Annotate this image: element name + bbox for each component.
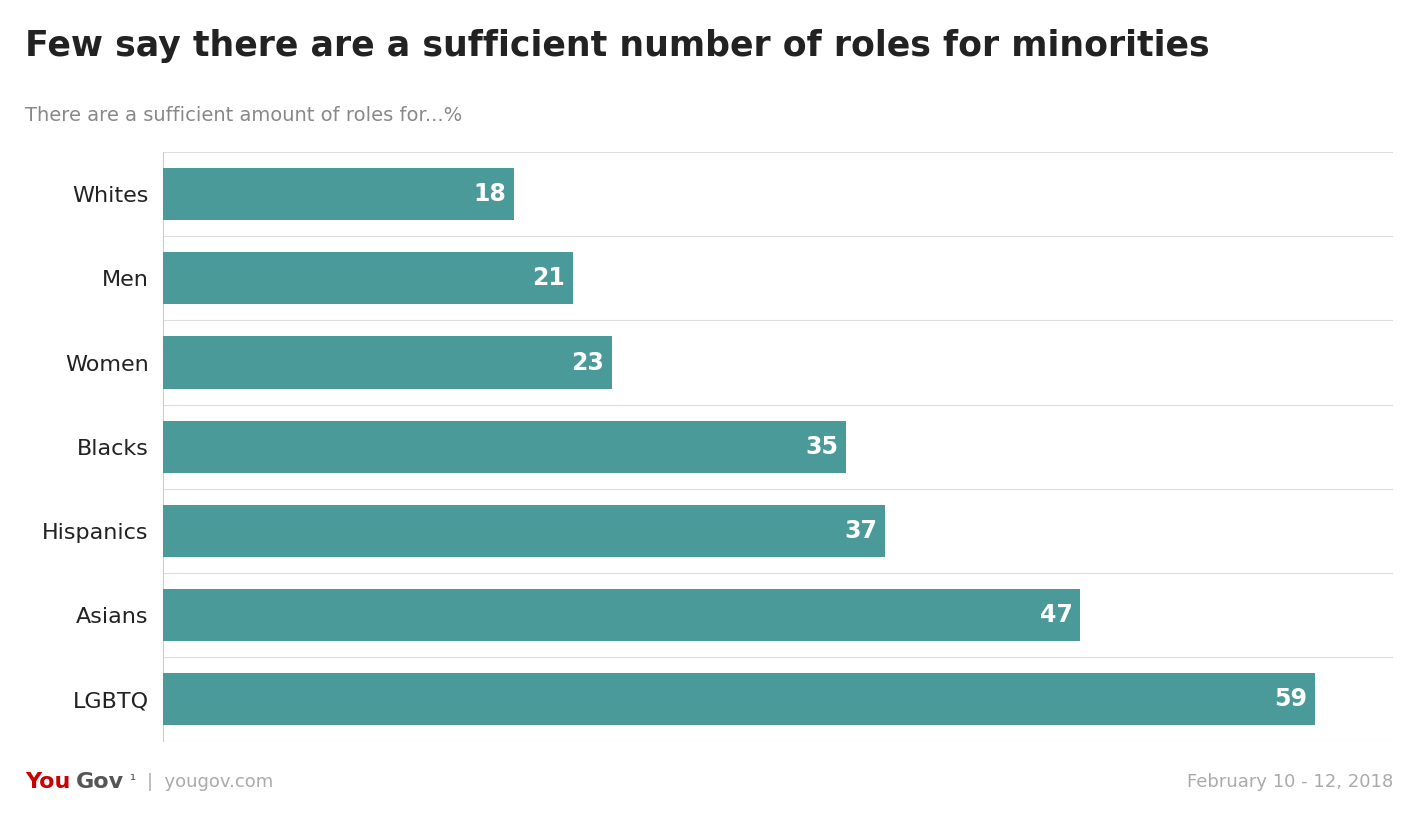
Bar (163, 336, 612, 389)
Text: You: You (25, 772, 71, 792)
Bar (163, 421, 846, 473)
Bar (163, 673, 1315, 726)
Text: 18: 18 (474, 182, 506, 206)
Text: 35: 35 (805, 435, 839, 459)
Text: February 10 - 12, 2018: February 10 - 12, 2018 (1186, 774, 1393, 792)
Bar (163, 505, 885, 557)
Text: 37: 37 (844, 519, 877, 543)
Text: |  yougov.com: | yougov.com (147, 774, 273, 792)
Text: 21: 21 (532, 266, 564, 290)
Text: 47: 47 (1039, 603, 1073, 627)
Text: 23: 23 (571, 350, 604, 375)
Bar (163, 589, 1080, 641)
Text: Gov: Gov (76, 772, 124, 792)
Text: ¹: ¹ (129, 773, 134, 787)
Text: Few say there are a sufficient number of roles for minorities: Few say there are a sufficient number of… (25, 29, 1210, 62)
Bar (163, 252, 573, 304)
Text: There are a sufficient amount of roles for...%: There are a sufficient amount of roles f… (25, 106, 462, 126)
Bar (163, 168, 515, 220)
Text: 59: 59 (1274, 687, 1307, 711)
